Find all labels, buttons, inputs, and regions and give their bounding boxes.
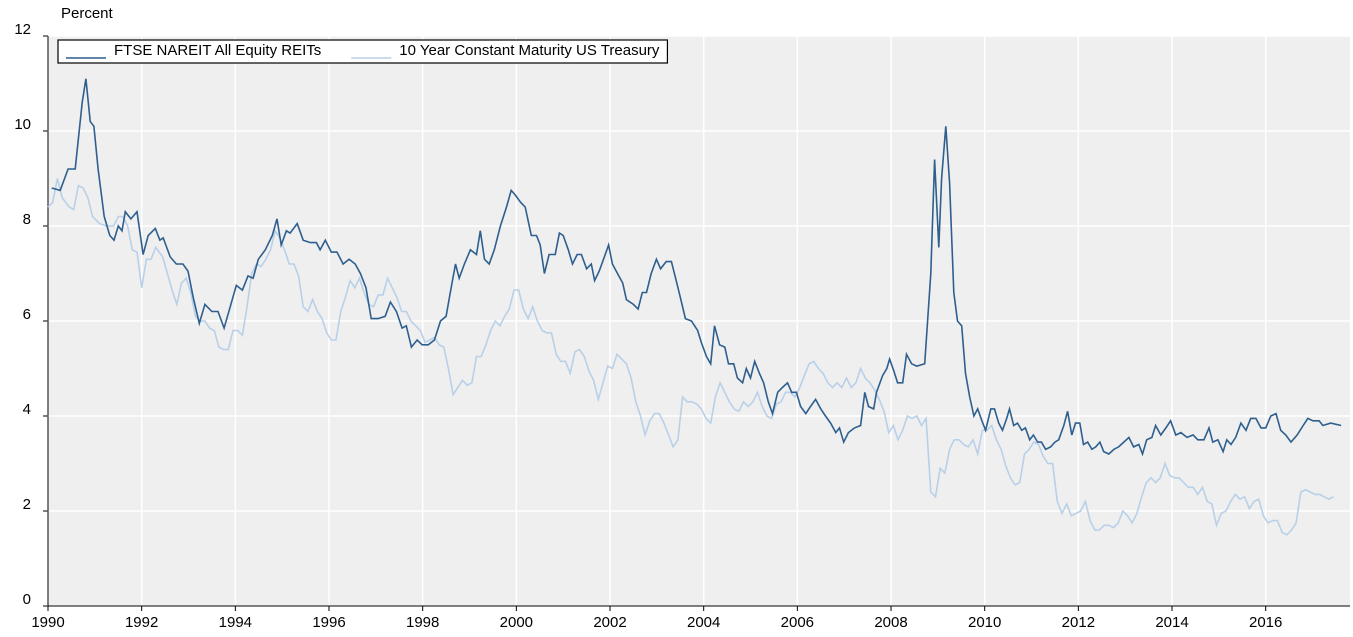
x-tick-label: 1992 [125, 614, 158, 631]
y-tick-label: 4 [23, 401, 31, 418]
y-tick-label: 2 [23, 496, 31, 513]
y-tick-label: 12 [14, 21, 31, 38]
y-axis-label: Percent [61, 5, 114, 22]
x-tick-label: 2016 [1249, 614, 1282, 631]
legend: FTSE NAREIT All Equity REITs 10 Year Cons… [57, 39, 669, 64]
x-tick-label: 2000 [500, 614, 533, 631]
x-tick-label: 2012 [1062, 614, 1095, 631]
x-tick-label: 2014 [1155, 614, 1188, 631]
x-tick-label: 1996 [312, 614, 345, 631]
legend-label: FTSE NAREIT All Equity REITs [114, 42, 321, 59]
y-tick-label: 10 [14, 116, 31, 133]
x-tick-label: 2010 [968, 614, 1001, 631]
x-tick-label: 2002 [593, 614, 626, 631]
y-tick-label: 0 [23, 591, 31, 608]
x-tick-label: 2004 [687, 614, 720, 631]
x-tick-label: 1990 [31, 614, 64, 631]
legend-box [57, 39, 669, 64]
series-line [51, 78, 1342, 457]
x-tick-label: 2008 [874, 614, 907, 631]
x-tick-label: 2006 [781, 614, 814, 631]
x-tick-label: 1994 [219, 614, 252, 631]
legend-label: 10 Year Constant Maturity US Treasury [399, 42, 660, 59]
x-tick-label: 1998 [406, 614, 439, 631]
series-line [47, 178, 1334, 536]
y-tick-label: 8 [23, 211, 31, 228]
y-tick-label: 6 [23, 306, 31, 323]
